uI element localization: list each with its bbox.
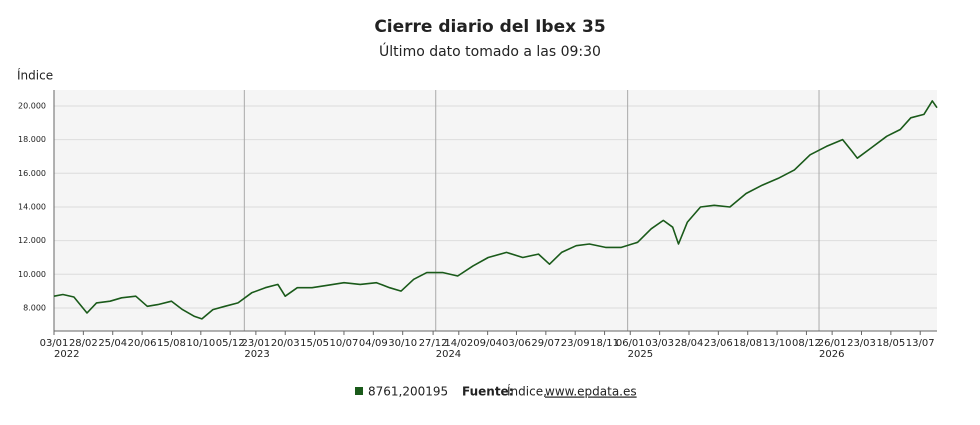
source-name: Índice,: [507, 384, 547, 399]
x-tick-label: 03/01: [40, 338, 69, 349]
year-label: 2026: [819, 349, 844, 360]
x-tick-label: 04/09: [359, 338, 388, 349]
chart-title: Cierre diario del Ibex 35: [374, 17, 605, 37]
y-tick-label: 16.000: [18, 169, 46, 178]
y-tick-label: 20.000: [18, 101, 46, 110]
x-tick-label: 20/03: [271, 338, 300, 349]
x-tick-label: 25/04: [98, 338, 127, 349]
year-label: 2023: [244, 349, 269, 360]
x-tick-label: 09/04: [473, 338, 502, 349]
x-tick-label: 03/03: [645, 338, 674, 349]
y-tick-label: 12.000: [18, 236, 46, 245]
chart-subtitle: Último dato tomado a las 09:30: [379, 42, 601, 60]
x-tick-label: 15/05: [300, 338, 329, 349]
x-tick-label: 18/11: [590, 338, 619, 349]
year-label: 2022: [54, 349, 79, 360]
x-tick-label: 23/06: [704, 338, 733, 349]
x-tick-label: 13/07: [906, 338, 935, 349]
x-tick-label: 13/10: [763, 338, 792, 349]
year-label: 2024: [436, 349, 461, 360]
year-label: 2025: [628, 349, 653, 360]
x-tick-label: 23/01: [241, 338, 270, 349]
line-series: [53, 100, 938, 320]
x-tick-label: 06/01: [616, 338, 645, 349]
y-axis-label: Índice: [17, 68, 53, 83]
plot-area: [54, 90, 937, 331]
x-tick-label: 18/08: [733, 338, 762, 349]
y-tick-label: 8.000: [23, 303, 46, 312]
x-tick-label: 23/09: [561, 338, 590, 349]
legend-label[interactable]: 8761,200195: [368, 385, 448, 399]
x-tick-label: 30/10: [388, 338, 417, 349]
x-tick-label: 20/06: [128, 338, 157, 349]
x-tick-label: 05/12: [216, 338, 245, 349]
y-tick-label: 14.000: [18, 202, 46, 211]
x-tick-label: 15/08: [157, 338, 186, 349]
x-tick-label: 10/10: [186, 338, 215, 349]
x-tick-label: 29/07: [531, 338, 560, 349]
y-tick-label: 10.000: [18, 270, 46, 279]
x-tick-label: 18/05: [876, 338, 905, 349]
x-tick-label: 28/02: [69, 338, 98, 349]
x-tick-label: 27/12: [419, 338, 448, 349]
source-label: Fuente:: [462, 385, 514, 399]
y-tick-label: 18.000: [18, 135, 46, 144]
source-link[interactable]: www.epdata.es: [545, 385, 637, 399]
x-tick-label: 28/04: [675, 338, 704, 349]
legend: 8761,200195 Fuente: Índice, www.epdata.e…: [355, 384, 637, 399]
legend-swatch: [355, 387, 363, 395]
x-tick-label: 10/07: [330, 338, 359, 349]
x-tick-label: 14/02: [444, 338, 473, 349]
x-tick-label: 03/06: [502, 338, 531, 349]
x-tick-label: 23/03: [847, 338, 876, 349]
x-tick-label: 08/12: [792, 338, 821, 349]
x-tick-label: 26/01: [818, 338, 847, 349]
